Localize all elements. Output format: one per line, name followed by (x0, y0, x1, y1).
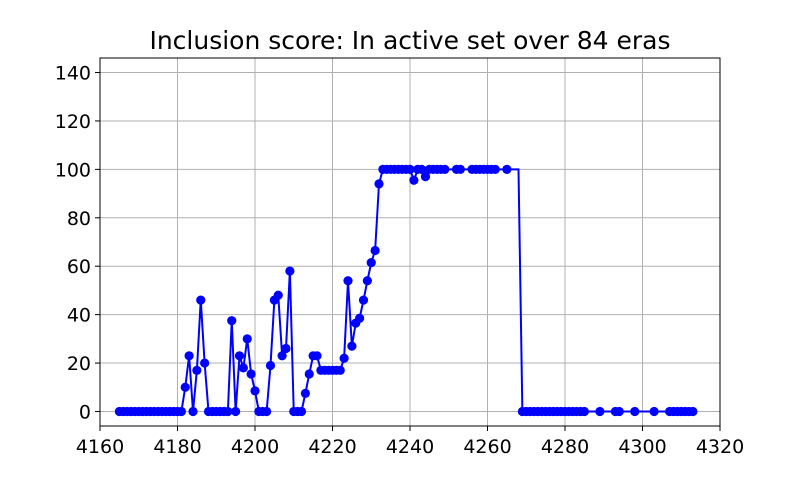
data-point (300, 388, 310, 398)
data-point (262, 406, 272, 417)
data-point (277, 351, 287, 361)
data-point (490, 164, 500, 174)
data-point (238, 363, 248, 373)
series-layer (114, 164, 698, 417)
y-tick-label: 60 (67, 256, 91, 278)
data-point (312, 351, 322, 361)
x-tick-label: 4220 (308, 436, 356, 458)
y-tick-label: 140 (55, 63, 91, 85)
data-point (234, 351, 245, 361)
y-tick-label: 120 (55, 111, 91, 133)
data-point (242, 334, 252, 344)
data-point (339, 353, 349, 363)
data-point (296, 406, 307, 417)
y-tick-label: 80 (67, 208, 91, 230)
x-tick-label: 4300 (618, 436, 666, 458)
x-tick-label: 4260 (463, 436, 511, 458)
x-tick-label: 4160 (76, 436, 124, 458)
data-point (455, 164, 465, 174)
x-tick-label: 4280 (541, 436, 589, 458)
data-point (347, 341, 357, 351)
data-point (374, 179, 384, 189)
data-point (176, 406, 186, 417)
data-point (180, 382, 190, 392)
x-tick-label: 4200 (231, 436, 279, 458)
data-point (273, 290, 283, 300)
data-point (285, 266, 295, 276)
y-tick-label: 20 (67, 353, 91, 375)
y-tick-label: 0 (79, 401, 91, 423)
data-point (366, 257, 376, 268)
data-point (192, 365, 202, 375)
data-point (304, 369, 314, 379)
data-point (579, 406, 589, 417)
data-point (630, 406, 640, 417)
data-point (420, 172, 431, 182)
data-point (246, 369, 256, 379)
data-point (355, 313, 365, 323)
data-point (440, 164, 450, 174)
data-point (335, 365, 345, 375)
data-point (200, 358, 210, 368)
data-point (688, 406, 698, 417)
data-point (409, 175, 419, 185)
chart-title: Inclusion score: In active set over 84 e… (149, 26, 670, 55)
series-line (119, 168, 693, 413)
data-point (227, 316, 237, 326)
data-point (188, 406, 198, 417)
data-point (223, 406, 233, 417)
data-point (405, 164, 415, 174)
data-point (250, 386, 260, 396)
data-point (358, 295, 369, 305)
data-point (184, 351, 194, 361)
data-point (265, 360, 276, 371)
data-point (362, 276, 372, 286)
axes (95, 57, 721, 431)
y-tick-label: 40 (67, 305, 91, 327)
data-point (281, 343, 291, 354)
data-point (196, 295, 206, 305)
x-tick-label: 4240 (386, 436, 434, 458)
data-point (417, 164, 427, 174)
data-point (614, 406, 624, 417)
data-point (502, 164, 512, 174)
data-point (649, 406, 659, 417)
data-point (370, 245, 380, 256)
x-tick-label: 4180 (153, 436, 201, 458)
data-point (595, 406, 605, 417)
data-point (343, 276, 353, 286)
y-tick-label: 100 (55, 159, 91, 181)
data-point (231, 406, 241, 417)
x-tick-label: 4320 (696, 436, 744, 458)
tick-labels: 4160 4180 4200 4220 4240 4260 4280 4300 4320 0 20 4… (55, 63, 744, 458)
